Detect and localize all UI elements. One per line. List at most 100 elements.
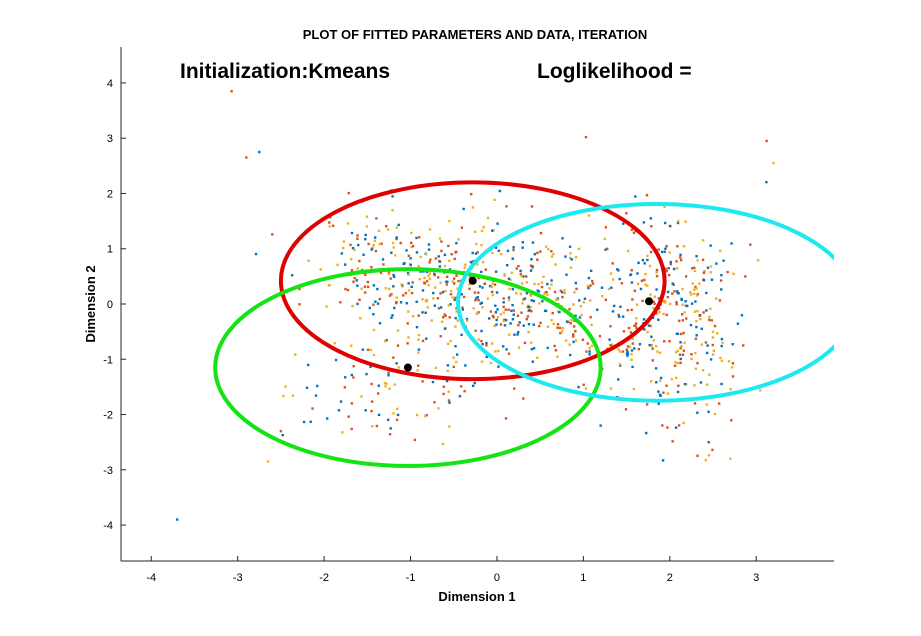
data-point bbox=[661, 300, 665, 303]
data-point bbox=[558, 310, 561, 314]
data-point bbox=[517, 323, 520, 327]
data-point bbox=[622, 330, 626, 333]
data-point bbox=[625, 348, 628, 351]
data-point bbox=[421, 380, 424, 383]
data-point bbox=[375, 217, 378, 220]
data-point bbox=[392, 285, 395, 288]
data-point bbox=[679, 346, 682, 350]
data-point bbox=[589, 315, 592, 319]
data-point bbox=[441, 316, 445, 319]
data-point bbox=[710, 319, 714, 322]
data-point bbox=[343, 386, 347, 389]
data-point bbox=[516, 333, 519, 336]
data-point bbox=[649, 380, 653, 383]
data-point bbox=[536, 289, 539, 292]
data-point bbox=[539, 250, 542, 253]
data-point bbox=[364, 233, 367, 237]
data-point bbox=[698, 314, 701, 317]
data-point bbox=[473, 381, 476, 385]
data-point bbox=[365, 372, 368, 376]
data-point bbox=[665, 244, 668, 248]
data-point bbox=[629, 331, 633, 334]
data-point bbox=[496, 222, 499, 225]
data-point bbox=[657, 318, 660, 321]
data-point bbox=[653, 295, 657, 298]
data-point bbox=[503, 274, 507, 277]
data-point bbox=[569, 322, 572, 325]
data-point bbox=[439, 306, 443, 309]
data-point bbox=[716, 332, 719, 335]
data-point bbox=[501, 345, 505, 348]
data-point bbox=[472, 307, 475, 310]
data-point bbox=[688, 291, 692, 294]
data-point bbox=[588, 347, 591, 350]
data-point bbox=[325, 305, 328, 308]
data-point bbox=[496, 308, 499, 311]
data-point bbox=[328, 225, 332, 228]
loglikelihood-annotation: Loglikelihood = bbox=[537, 60, 692, 83]
data-point bbox=[341, 246, 345, 250]
axes bbox=[120, 47, 834, 562]
data-point bbox=[695, 334, 698, 337]
data-point bbox=[606, 247, 609, 251]
component-mean-point bbox=[468, 276, 477, 285]
data-point bbox=[644, 283, 647, 286]
data-point bbox=[367, 242, 370, 246]
data-point bbox=[446, 342, 450, 346]
data-point bbox=[417, 333, 421, 337]
data-point bbox=[485, 344, 488, 347]
data-point bbox=[711, 353, 715, 356]
data-point bbox=[628, 345, 632, 349]
data-point bbox=[351, 246, 355, 250]
data-point bbox=[351, 304, 354, 308]
data-point bbox=[513, 333, 516, 336]
data-point bbox=[719, 279, 723, 282]
data-point bbox=[570, 258, 573, 261]
data-point bbox=[431, 380, 435, 384]
data-point bbox=[676, 390, 680, 394]
data-point bbox=[352, 376, 355, 379]
data-point bbox=[554, 349, 558, 352]
data-point bbox=[447, 244, 450, 248]
data-point bbox=[693, 384, 696, 387]
data-point bbox=[392, 275, 396, 279]
data-point bbox=[319, 268, 322, 271]
data-point bbox=[364, 273, 367, 276]
data-point bbox=[434, 366, 438, 370]
data-point bbox=[700, 343, 704, 346]
data-point bbox=[377, 413, 381, 417]
data-point bbox=[356, 237, 359, 240]
data-point bbox=[531, 265, 534, 268]
data-point bbox=[565, 273, 568, 276]
data-point bbox=[582, 301, 585, 304]
data-point bbox=[364, 237, 367, 241]
data-point bbox=[584, 135, 588, 139]
data-point bbox=[333, 341, 337, 345]
data-point bbox=[326, 417, 329, 420]
data-point bbox=[302, 420, 306, 424]
data-point bbox=[378, 242, 382, 246]
data-point bbox=[568, 256, 572, 260]
y-ticks: -4 -3 -2 -1 0 1 2 3 4 bbox=[103, 78, 126, 532]
data-point bbox=[618, 364, 622, 367]
data-point bbox=[494, 350, 497, 353]
data-point bbox=[415, 236, 418, 240]
data-point bbox=[578, 316, 582, 319]
data-point bbox=[491, 229, 494, 232]
data-point bbox=[507, 308, 510, 311]
data-point bbox=[443, 264, 447, 268]
data-point bbox=[691, 267, 694, 270]
data-point bbox=[529, 294, 533, 297]
data-point bbox=[664, 247, 667, 250]
data-point bbox=[397, 223, 400, 227]
data-point bbox=[505, 205, 508, 208]
data-point bbox=[719, 249, 722, 252]
data-point bbox=[388, 387, 391, 390]
data-point bbox=[465, 317, 469, 321]
data-point bbox=[640, 279, 644, 282]
data-point bbox=[609, 272, 613, 275]
data-point bbox=[663, 340, 666, 343]
data-point bbox=[397, 366, 400, 369]
data-point bbox=[645, 403, 649, 406]
data-point bbox=[444, 280, 448, 283]
